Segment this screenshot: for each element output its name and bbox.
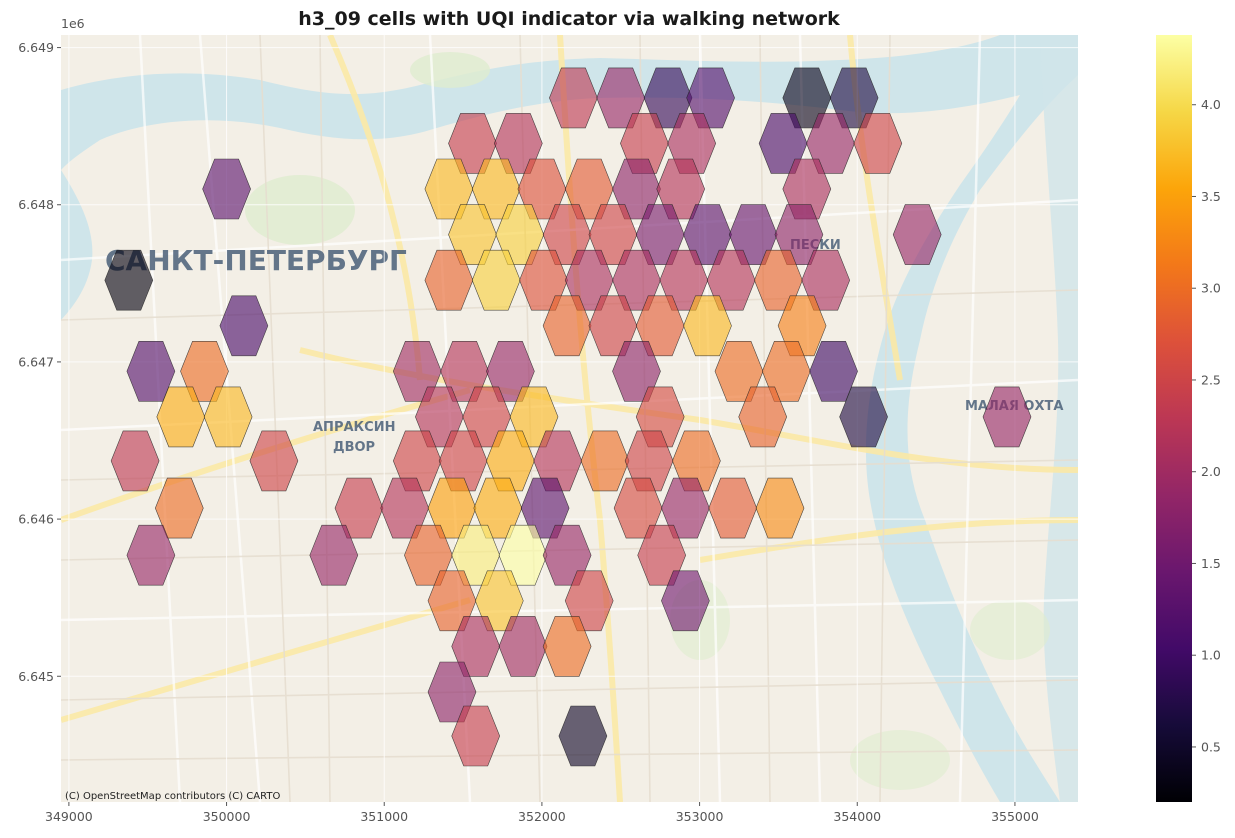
hex-cell [564,570,614,632]
x-tick-label: 353000 [676,809,724,824]
hex-cell [486,430,535,492]
hex-cell [706,249,756,311]
colorbar-tick-label: 2.0 [1201,464,1221,479]
hex-cell [892,204,942,265]
colorbar [1156,35,1192,802]
hex-cell [853,113,903,174]
hex-cell [683,295,732,357]
colorbar-tick-label: 3.5 [1201,189,1221,204]
hex-cell [498,616,548,677]
hex-cell [806,113,855,174]
hex-cell [451,616,501,677]
hex-cell [498,524,548,586]
chart-title: h3_09 cells with UQI indicator via walki… [298,8,840,30]
hex-cell [203,386,253,448]
hex-cell [982,386,1032,448]
hex-cell [782,158,832,220]
hex-cell [334,477,384,539]
place-label-apraksin: АПРАКСИН [313,420,395,435]
hex-cell [635,295,685,357]
x-axis: 349000 350000 351000 352000 353000 354000 3550… [45,802,1039,824]
colorbar-tick-label: 1.5 [1201,556,1221,571]
x-tick-label: 354000 [833,809,881,824]
hex-cell [110,430,160,492]
colorbar-tick-label: 1.0 [1201,648,1221,663]
hex-cell [624,430,674,492]
colorbar-tick-label: 2.5 [1201,372,1221,387]
hex-cell [558,705,608,767]
hex-cell [777,295,827,357]
hex-cell [392,430,442,492]
hex-cell [620,113,669,174]
hex-cell [667,113,717,174]
hex-cell [672,430,721,492]
hex-cell [451,705,501,767]
y-axis: 6.645 6.646 6.647 6.648 6.649 [18,40,61,684]
hex-cell [154,477,204,539]
hex-cell [738,386,788,448]
x-tick-label: 352000 [518,809,566,824]
hex-cell [708,477,758,539]
hex-cell [104,249,154,311]
colorbar-ticks: 0.5 1.0 1.5 2.0 2.5 3.0 3.5 4.0 [1192,97,1221,754]
hex-cell [424,249,474,311]
hex-cell [580,430,630,492]
hex-cell [126,524,176,586]
hex-cell [661,570,710,632]
colorbar-tick-label: 4.0 [1201,97,1221,112]
hex-cell [761,340,811,402]
hex-cell [686,67,735,129]
y-tick-label: 6.648 [18,197,54,212]
hex-cell [549,67,598,129]
hex-cell [471,249,521,311]
hex-cell [202,158,251,220]
hex-cell [839,386,888,448]
colorbar-tick-label: 0.5 [1201,739,1221,754]
y-offset-label: 1e6 [61,16,85,31]
map-attribution: (C) OpenStreetMap contributors (C) CARTO [65,791,280,802]
hex-cell [219,295,269,357]
x-tick-label: 351000 [360,809,408,824]
x-tick-label: 355000 [991,809,1039,824]
hex-cell [755,477,805,539]
y-tick-label: 6.645 [18,669,54,684]
hex-cell [438,430,488,492]
y-tick-label: 6.649 [18,40,54,55]
map-panel: САНКТ-ПЕТЕРБУРГ АПРАКСИН ДВОР ПЕСКИ МАЛА… [61,35,1078,802]
hex-cell [533,430,583,492]
hex-cell [801,249,851,311]
place-label-spb: САНКТ-ПЕТЕРБУРГ [105,244,407,277]
x-tick-label: 350000 [203,809,251,824]
colorbar-tick-label: 3.0 [1201,281,1221,296]
y-tick-label: 6.646 [18,512,54,527]
y-tick-label: 6.647 [18,354,54,369]
x-tick-label: 349000 [45,809,93,824]
place-label-dvor: ДВОР [333,440,375,455]
hex-cell [542,295,592,357]
hex-cell [542,616,592,677]
hex-cell [309,524,359,586]
hex-cells [104,67,1032,767]
hex-cell [249,430,299,492]
hex-cell [156,386,206,448]
hex-cell [661,477,710,539]
